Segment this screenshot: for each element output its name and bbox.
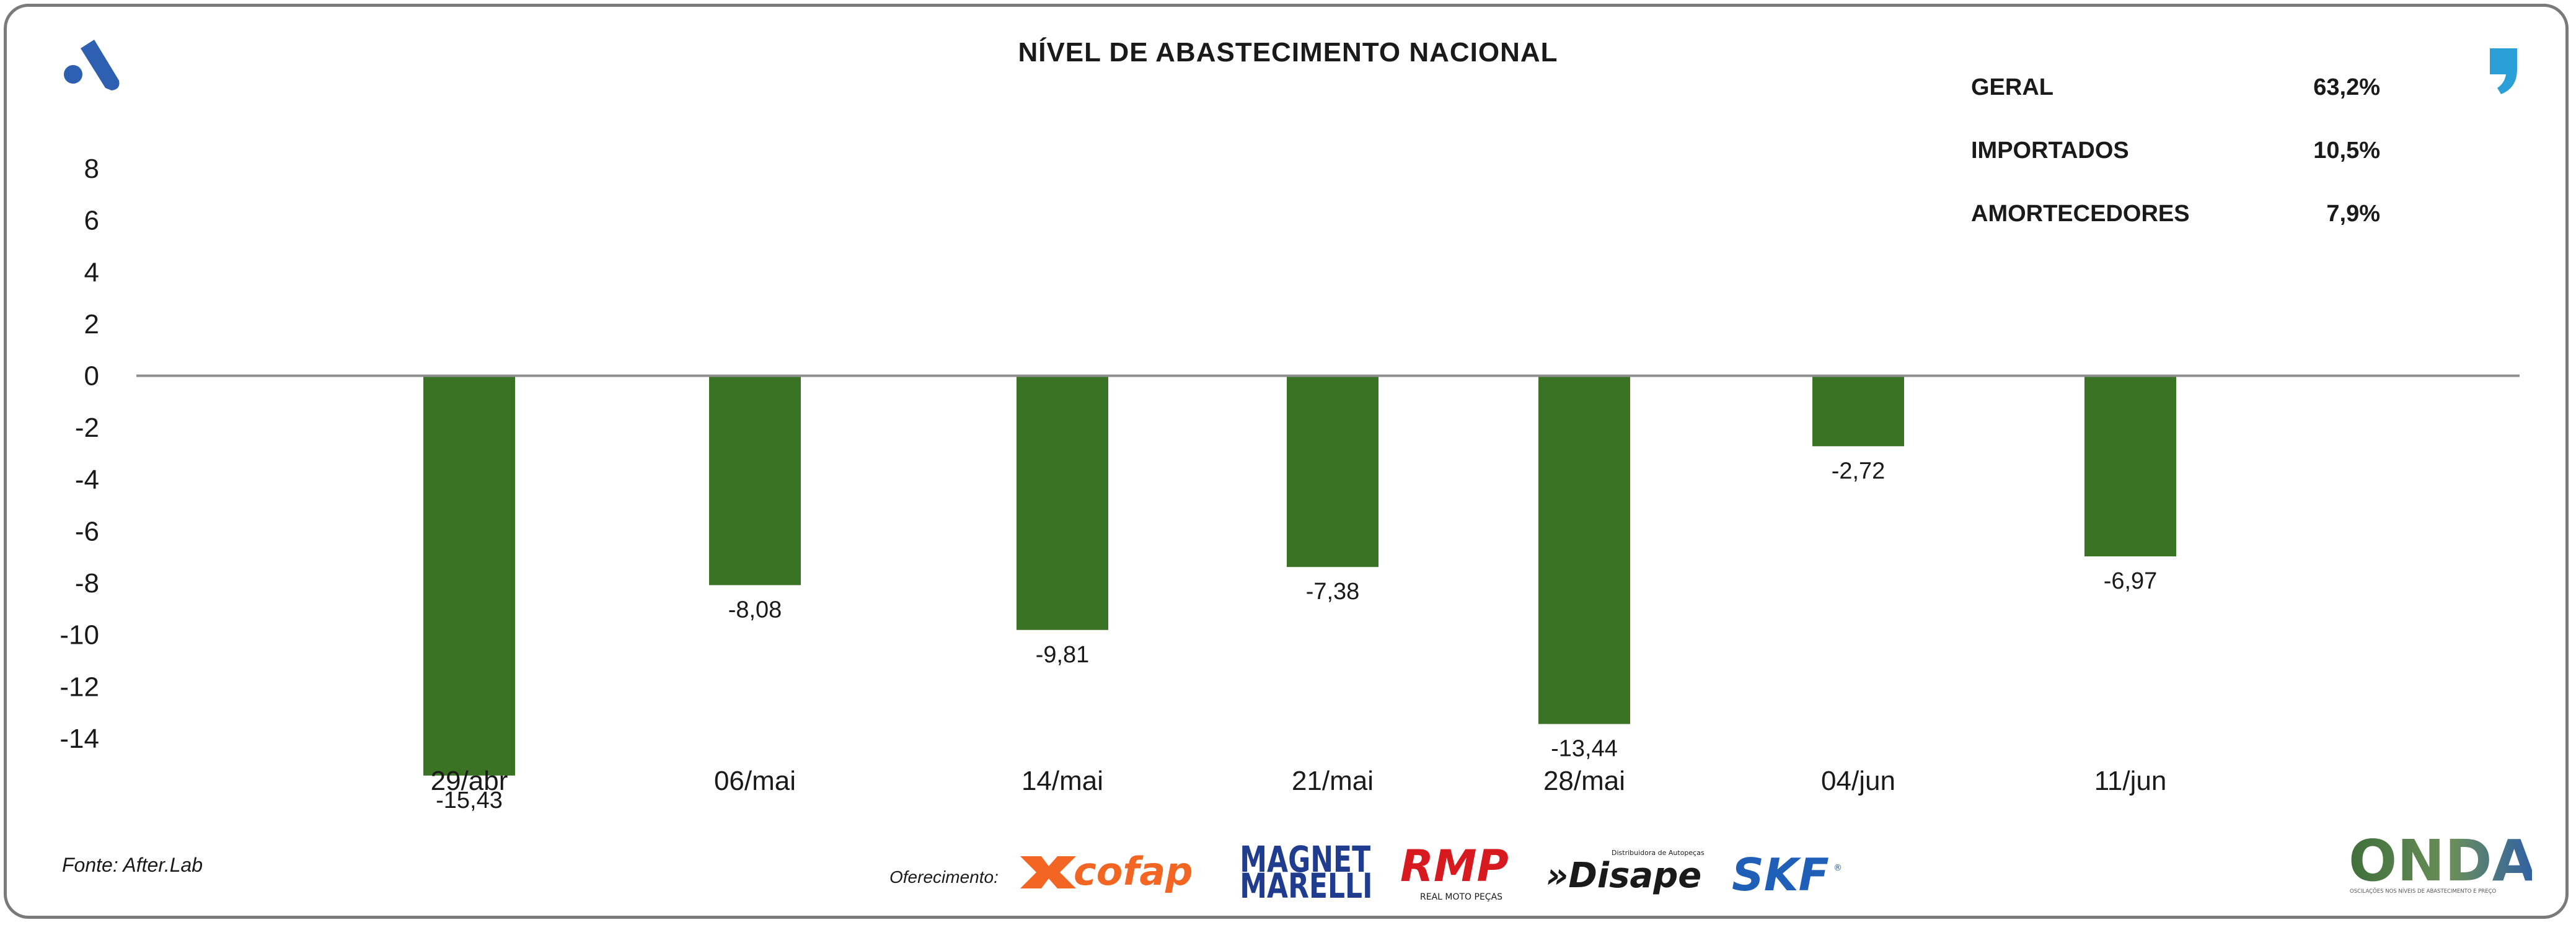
brand-a-logo-icon (64, 40, 120, 90)
y-tick-label: 6 (84, 206, 99, 236)
bar-11/jun (2084, 375, 2176, 557)
y-tick-label: -6 (75, 516, 99, 546)
stat-label-importados: IMPORTADOS (1971, 138, 2129, 164)
y-tick-label: -4 (75, 465, 99, 495)
magneti-marelli-logo: MAGNETI MARELLI (1240, 839, 1373, 906)
bar-04/jun (1812, 375, 1904, 447)
y-tick-label: 8 (84, 154, 99, 184)
x-tick-label: 29/abr (431, 766, 508, 796)
skf-logo: SKF ® (1732, 849, 1842, 901)
cofap-logo-text: cofap (1074, 849, 1193, 894)
quote-mark-icon (2490, 48, 2517, 94)
bars-group (423, 375, 2176, 776)
y-axis: 8 6 4 2 0 -2 -4 -6 -8 -10 -12 -14 (60, 154, 99, 754)
disape-tagline: Distribuidora de Autopeças (1612, 849, 1705, 857)
data-label: -6,97 (2104, 568, 2158, 594)
y-tick-label: 2 (84, 309, 99, 340)
chart-title: NÍVEL DE ABASTECIMENTO NACIONAL (1018, 37, 1558, 68)
bar-06/mai (709, 375, 801, 585)
rmp-tagline: REAL MOTO PEÇAS (1420, 892, 1502, 902)
data-label: -13,44 (1551, 736, 1618, 762)
stat-value-geral: 63,2% (2313, 74, 2380, 100)
onda-logo: ONDA OSCILAÇÕES NOS NÍVEIS DE ABASTECIME… (2349, 828, 2532, 895)
bar-28/mai (1538, 375, 1630, 724)
bar-21/mai (1287, 375, 1378, 568)
y-tick-label: 4 (84, 257, 99, 287)
x-tick-label: 04/jun (1821, 766, 1895, 796)
y-tick-label: -2 (75, 413, 99, 443)
y-tick-label: -10 (60, 620, 99, 651)
x-tick-label: 06/mai (714, 766, 796, 796)
magneti-logo-text: MAGNETI (1240, 839, 1373, 880)
disape-logo-text: »Disape (1546, 856, 1701, 896)
data-label: -9,81 (1036, 642, 1090, 668)
x-axis: 29/abr 06/mai 14/mai 21/mai 28/mai 04/jun 11/j… (431, 766, 2167, 796)
rmp-logo-text: RMP (1400, 843, 1509, 892)
skf-logo-text: SKF (1732, 849, 1829, 901)
y-tick-label: 0 (84, 361, 99, 392)
marelli-logo-text: MARELLI (1240, 866, 1372, 906)
data-label: -15,43 (436, 787, 503, 813)
data-labels-group: -15,43 -8,08 -9,81 -7,38 -13,44 -2,72 -6,97 (436, 458, 2157, 813)
stat-label-geral: GERAL (1971, 74, 2053, 100)
data-label: -2,72 (1832, 458, 1886, 484)
x-tick-label: 28/mai (1543, 766, 1625, 796)
y-tick-label: -14 (60, 724, 99, 754)
sponsor-label: Oferecimento: (889, 867, 999, 887)
onda-logo-text: ONDA (2349, 828, 2532, 894)
y-tick-label: -8 (75, 568, 99, 598)
data-label: -8,08 (728, 597, 782, 623)
stat-value-amortecedores: 7,9% (2326, 201, 2380, 227)
cofap-logo: cofap (1020, 849, 1193, 894)
data-label: -7,38 (1306, 579, 1360, 605)
stat-value-importados: 10,5% (2313, 138, 2380, 164)
rmp-logo: RMP REAL MOTO PEÇAS (1400, 843, 1509, 902)
bar-14/mai (1017, 375, 1108, 630)
x-tick-label: 11/jun (2094, 766, 2167, 796)
bar-29/abr (423, 375, 515, 776)
stat-label-amortecedores: AMORTECEDORES (1971, 201, 2190, 227)
x-tick-label: 21/mai (1292, 766, 1374, 796)
source-note: Fonte: After.Lab (62, 854, 203, 876)
y-tick-label: -12 (60, 672, 99, 702)
skf-registered-mark: ® (1833, 863, 1842, 873)
x-tick-label: 14/mai (1021, 766, 1103, 796)
onda-tagline: OSCILAÇÕES NOS NÍVEIS DE ABASTECIMENTO E… (2350, 887, 2497, 895)
disape-logo: Distribuidora de Autopeças »Disape (1546, 849, 1705, 896)
